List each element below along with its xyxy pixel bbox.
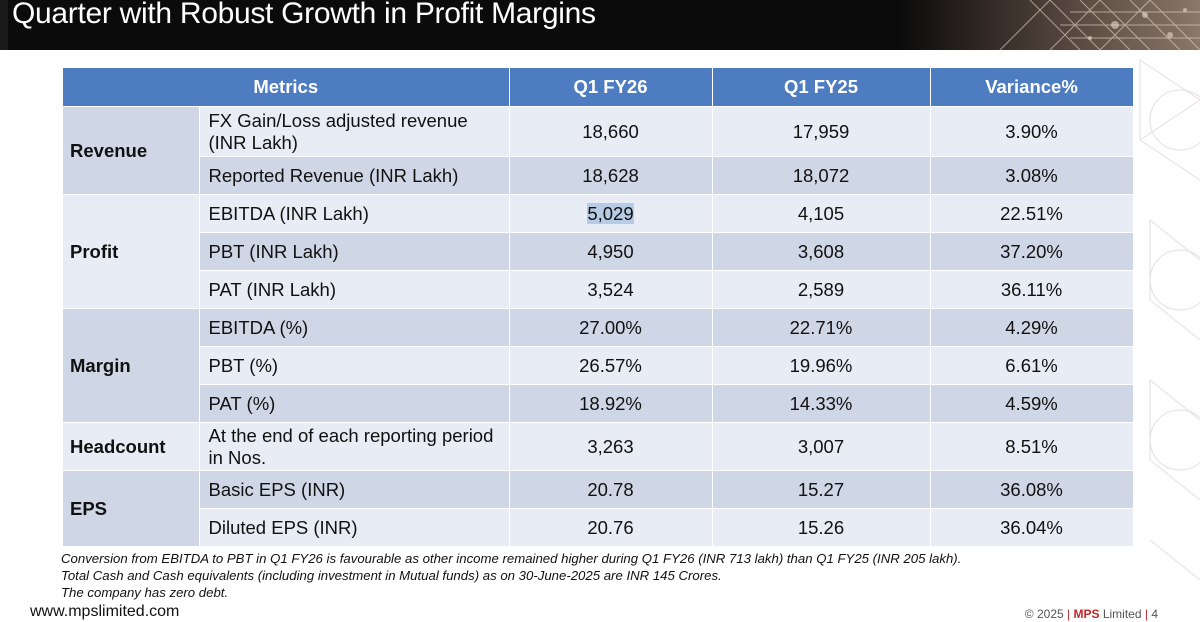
separator: | [1144, 607, 1152, 621]
slide-title: Quarter with Robust Growth in Profit Mar… [12, 0, 596, 30]
metric-label: PBT (INR Lakh) [199, 232, 510, 271]
metric-label: Reported Revenue (INR Lakh) [199, 156, 510, 195]
metric-label: PAT (INR Lakh) [199, 270, 510, 309]
footnotes: Conversion from EBITDA to PBT in Q1 FY26… [61, 550, 961, 601]
value-variance: 36.08% [930, 470, 1134, 509]
metrics-table: Metrics Q1 FY26 Q1 FY25 Variance% Revenu… [63, 68, 1134, 547]
value-variance: 22.51% [930, 194, 1134, 233]
value-q1fy26: 18,660 [509, 106, 713, 157]
value-variance: 3.08% [930, 156, 1134, 195]
value-variance: 8.51% [930, 422, 1134, 471]
value-q1fy25: 18,072 [712, 156, 931, 195]
table-row: PAT (INR Lakh) 3,524 2,589 36.11% [63, 270, 1134, 309]
footer-website-link[interactable]: www.mpslimited.com [30, 603, 180, 620]
value-q1fy25: 19.96% [712, 346, 931, 385]
value-q1fy26: 27.00% [509, 308, 713, 347]
metric-label: At the end of each reporting period in N… [199, 422, 510, 471]
value-q1fy25: 22.71% [712, 308, 931, 347]
value-q1fy26: 18,628 [509, 156, 713, 195]
value-variance: 3.90% [930, 106, 1134, 157]
value-variance: 37.20% [930, 232, 1134, 271]
value-q1fy26: 3,524 [509, 270, 713, 309]
header-q1fy25: Q1 FY25 [712, 68, 931, 107]
value-q1fy26: 4,950 [509, 232, 713, 271]
table-row: Margin EBITDA (%) 27.00% 22.71% 4.29% [63, 308, 1134, 423]
header-metrics: Metrics [63, 68, 510, 107]
header-band [0, 0, 8, 50]
table-row: PBT (INR Lakh) 4,950 3,608 37.20% [63, 232, 1134, 271]
table-row: Revenue FX Gain/Loss adjusted revenue (I… [63, 106, 1134, 195]
table-row: Profit EBITDA (INR Lakh) 5,029 4,105 22.… [63, 194, 1134, 309]
value-q1fy26: 3,263 [509, 422, 713, 471]
copyright-text: © 2025 [1024, 607, 1064, 621]
group-eps: EPS [63, 470, 200, 547]
group-revenue: Revenue [63, 106, 200, 195]
slide-header: Quarter with Robust Growth in Profit Mar… [0, 0, 1200, 50]
value-variance: 4.29% [930, 308, 1134, 347]
value-q1fy25: 15.27 [712, 470, 931, 509]
company-brand: MPS [1073, 607, 1100, 621]
header-decoration-image [900, 0, 1200, 50]
value-q1fy25: 17,959 [712, 106, 931, 157]
value-variance: 4.59% [930, 384, 1134, 423]
table-row: Diluted EPS (INR) 20.76 15.26 36.04% [63, 508, 1134, 547]
value-q1fy26: 20.76 [509, 508, 713, 547]
metric-label: EBITDA (INR Lakh) [199, 194, 510, 233]
table-row: EPS Basic EPS (INR) 20.78 15.27 36.08% [63, 470, 1134, 547]
company-suffix: Limited [1102, 607, 1142, 621]
footnote: The company has zero debt. [61, 585, 229, 600]
group-margin: Margin [63, 308, 200, 423]
metric-label: FX Gain/Loss adjusted revenue (INR Lakh) [199, 106, 510, 157]
header-q1fy26: Q1 FY26 [509, 68, 713, 107]
value-q1fy26: 5,029 [509, 194, 713, 233]
table-row: Reported Revenue (INR Lakh) 18,628 18,07… [63, 156, 1134, 195]
value-q1fy25: 3,608 [712, 232, 931, 271]
metric-label: Diluted EPS (INR) [199, 508, 510, 547]
metric-label: EBITDA (%) [199, 308, 510, 347]
value-q1fy25: 3,007 [712, 422, 931, 471]
table-row: PAT (%) 18.92% 14.33% 4.59% [63, 384, 1134, 423]
value-q1fy26: 18.92% [509, 384, 713, 423]
value-q1fy25: 2,589 [712, 270, 931, 309]
table-header-row: Metrics Q1 FY26 Q1 FY25 Variance% [63, 68, 1134, 107]
value-variance: 6.61% [930, 346, 1134, 385]
header-variance: Variance% [930, 68, 1134, 107]
value-q1fy25: 14.33% [712, 384, 931, 423]
value-q1fy26: 26.57% [509, 346, 713, 385]
metric-label: PBT (%) [199, 346, 510, 385]
metric-label: PAT (%) [199, 384, 510, 423]
value-q1fy25: 4,105 [712, 194, 931, 233]
value-q1fy26: 20.78 [509, 470, 713, 509]
group-profit: Profit [63, 194, 200, 309]
footer-copyright: © 2025 | MPS Limited | 4 [1025, 607, 1158, 621]
footnote: Total Cash and Cash equivalents (includi… [61, 568, 722, 583]
separator: | [1067, 607, 1074, 621]
value-variance: 36.11% [930, 270, 1134, 309]
footnote: Conversion from EBITDA to PBT in Q1 FY26… [61, 551, 962, 566]
table-row: PBT (%) 26.57% 19.96% 6.61% [63, 346, 1134, 385]
value-variance: 36.04% [930, 508, 1134, 547]
page-number: 4 [1151, 607, 1158, 621]
group-headcount: Headcount [63, 422, 200, 471]
table-row: Headcount At the end of each reporting p… [63, 422, 1134, 471]
metric-label: Basic EPS (INR) [199, 470, 510, 509]
value-q1fy25: 15.26 [712, 508, 931, 547]
selected-text-highlight[interactable]: 5,029 [587, 202, 634, 224]
